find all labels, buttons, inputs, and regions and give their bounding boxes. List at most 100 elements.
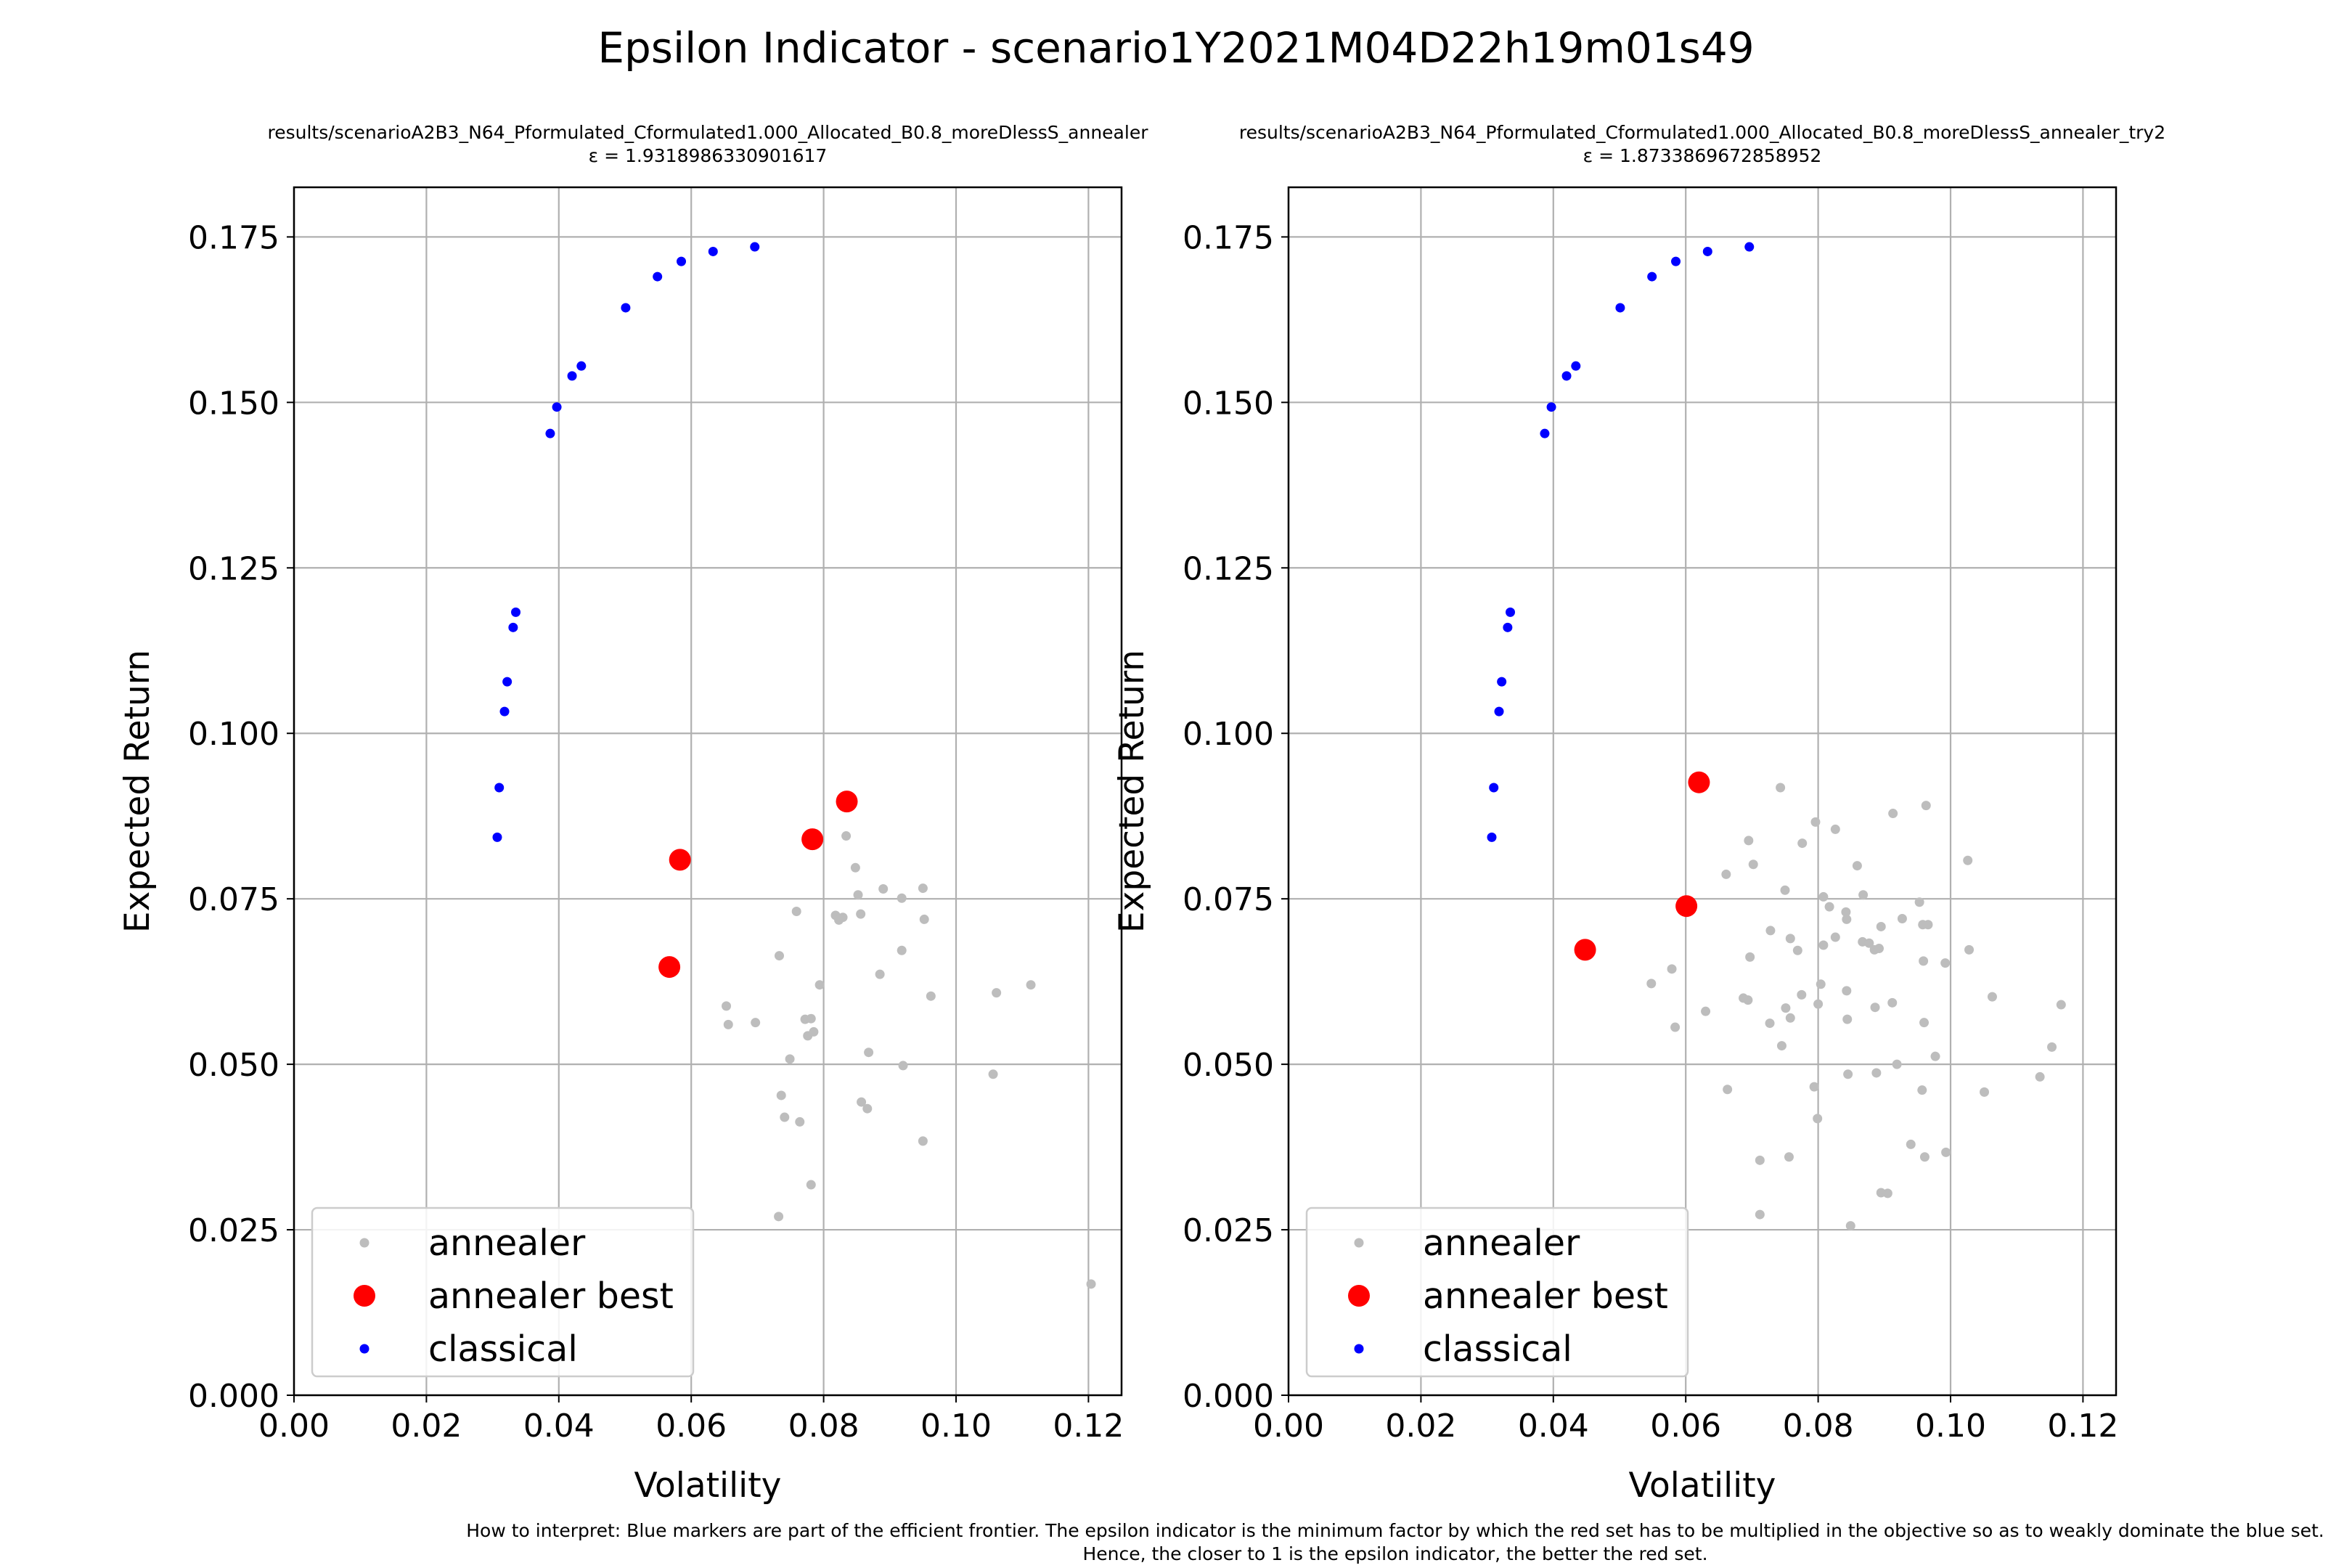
y-tick-label: 0.050 <box>188 1047 279 1084</box>
panel-epsilon-value: ε = 1.8733869672858952 <box>1583 145 1822 166</box>
annealer-point <box>918 1136 928 1146</box>
y-axis-label: Expected Return <box>118 650 158 933</box>
classical-point <box>1503 622 1513 632</box>
annealer-point <box>1810 817 1821 827</box>
annealer-point <box>1739 993 1749 1003</box>
annealer-point <box>1919 1018 1930 1028</box>
annealer-point <box>751 1018 761 1028</box>
annealer-point <box>1824 902 1834 912</box>
annealer-point <box>1670 1022 1681 1032</box>
y-tick-label: 0.175 <box>188 219 279 256</box>
annealer-point <box>1721 869 1731 879</box>
annealer-point <box>1780 885 1790 895</box>
annealer-point <box>1813 999 1824 1009</box>
annealer-point <box>1864 938 1874 948</box>
annealer-point <box>862 1103 873 1114</box>
y-tick-label: 0.100 <box>1183 716 1274 753</box>
annealer-point <box>897 893 907 903</box>
classical-point <box>494 783 505 793</box>
annealer-point <box>1888 809 1898 819</box>
classical-point <box>492 832 502 842</box>
x-tick-label: 0.12 <box>1053 1408 1124 1445</box>
legend: annealer annealer best classical <box>311 1206 695 1378</box>
annealer-point <box>926 991 936 1001</box>
annealer-point <box>1921 801 1931 811</box>
classical-point <box>1546 402 1556 412</box>
annealer-best-point <box>1574 939 1596 961</box>
annealer-point <box>1892 1059 1902 1069</box>
x-tick-label: 0.08 <box>1783 1408 1854 1445</box>
annealer-point <box>1785 1013 1795 1023</box>
annealer-point <box>850 862 860 873</box>
legend-marker <box>359 1238 369 1248</box>
annealer-point <box>1816 979 1826 989</box>
annealer-point <box>1980 1087 1990 1097</box>
x-tick-label: 0.12 <box>2047 1408 2118 1445</box>
figure-title: Epsilon Indicator - scenario1Y2021M04D22… <box>597 23 1754 73</box>
annealer-point <box>1765 1018 1775 1029</box>
y-tick-label: 0.150 <box>188 385 279 422</box>
annealer-point <box>1086 1279 1096 1289</box>
annealer-point <box>1858 890 1869 900</box>
annealer-point <box>1026 980 1036 990</box>
annealer-point <box>2047 1042 2057 1052</box>
annealer-point <box>1876 921 1886 931</box>
classical-point <box>1506 607 1516 617</box>
annealer-point <box>1923 920 1933 930</box>
annealer-point <box>1776 1041 1787 1051</box>
annealer-best-point <box>1688 771 1710 793</box>
y-tick-label: 0.125 <box>188 550 279 587</box>
annealer-point <box>1797 989 1807 1000</box>
y-tick-label: 0.100 <box>188 716 279 753</box>
annealer-best-point <box>836 791 858 813</box>
annealer-point <box>988 1069 998 1079</box>
annealer-point <box>2035 1071 2045 1082</box>
annealer-point <box>1813 1114 1823 1124</box>
annealer-best-point <box>1675 895 1698 918</box>
y-tick-label: 0.025 <box>1183 1212 1274 1249</box>
panel-title: results/scenarioA2B3_N64_Pformulated_Cfo… <box>268 122 1149 143</box>
annealer-point <box>1842 914 1852 924</box>
annealer-point <box>1842 1014 1853 1024</box>
x-tick-label: 0.00 <box>258 1408 330 1445</box>
annealer-point <box>1745 952 1755 962</box>
classical-point <box>499 706 510 716</box>
annealer-point <box>1792 945 1802 955</box>
annealer-point <box>1748 859 1758 870</box>
classical-point <box>1571 361 1581 371</box>
y-tick-label: 0.075 <box>1183 881 1274 918</box>
y-tick-label: 0.150 <box>1183 385 1274 422</box>
annealer-point <box>1919 956 1929 966</box>
chart-panel-2: results/scenarioA2B3_N64_Pformulated_Cfo… <box>1112 122 2165 1506</box>
annealer-point <box>1906 1139 1916 1149</box>
legend-label: classical <box>428 1328 578 1370</box>
figure-footnote-line2: Hence, the closer to 1 is the epsilon in… <box>1082 1543 1707 1564</box>
legend: annealer annealer best classical <box>1305 1206 1689 1378</box>
classical-point <box>750 242 760 252</box>
annealer-point <box>1841 907 1851 917</box>
annealer-point <box>1845 1221 1855 1231</box>
annealer-best-point <box>669 849 691 871</box>
annealer-point <box>1781 1003 1791 1013</box>
annealer-point <box>878 883 889 894</box>
annealer-point <box>1830 932 1840 942</box>
annealer-point <box>1784 1152 1794 1162</box>
annealer-point <box>1876 1188 1886 1198</box>
classical-point <box>576 361 587 371</box>
classical-point <box>653 271 663 282</box>
annealer-point <box>857 1097 867 1107</box>
y-tick-label: 0.075 <box>188 881 279 918</box>
classical-point <box>1744 242 1755 252</box>
legend-label: annealer best <box>428 1275 674 1317</box>
annealer-point <box>841 831 852 841</box>
x-tick-label: 0.04 <box>1518 1408 1589 1445</box>
x-tick-label: 0.04 <box>523 1408 595 1445</box>
annealer-point <box>1917 1085 1927 1095</box>
x-tick-label: 0.06 <box>1650 1408 1721 1445</box>
annealer-point <box>853 890 863 900</box>
annealer-point <box>1842 986 1852 996</box>
annealer-point <box>1723 1085 1733 1095</box>
legend-marker <box>1348 1285 1370 1307</box>
classical-point <box>508 622 518 632</box>
